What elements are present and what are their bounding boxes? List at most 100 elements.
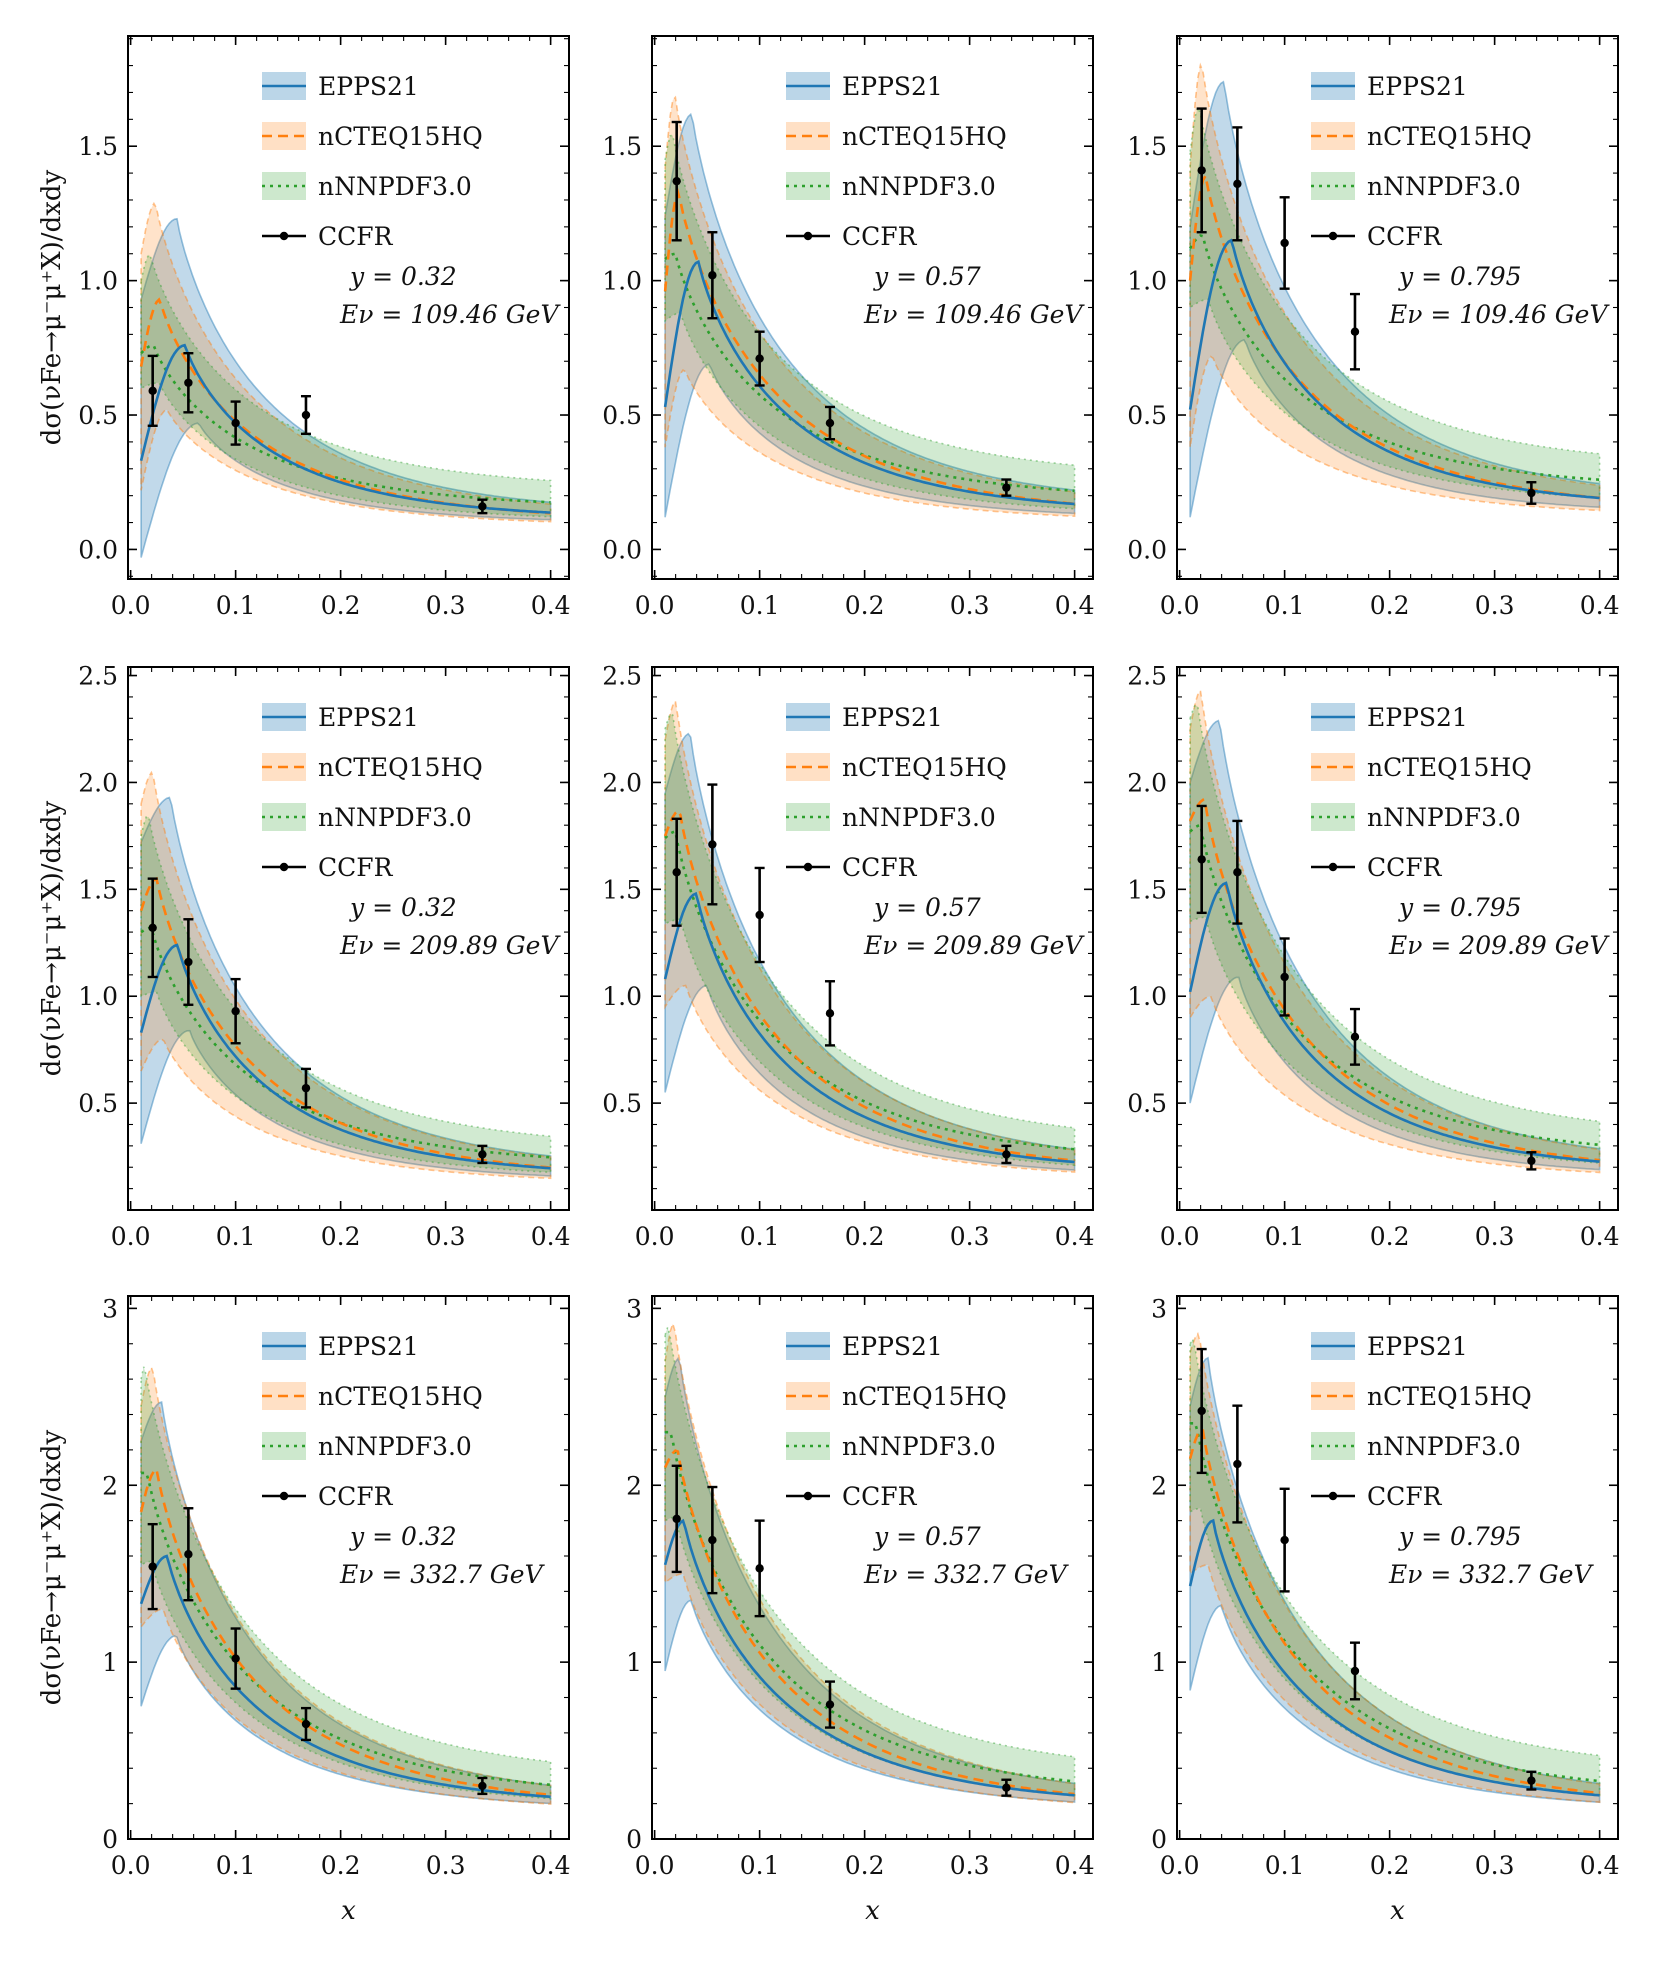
- annotation-energy: Eν = 109.46 GeV: [1388, 300, 1610, 329]
- nnpdf-band: [1189, 703, 1601, 1164]
- ccfr-point: [184, 1550, 193, 1559]
- epps-line: [663, 259, 1075, 506]
- annotation-y: y = 0.795: [1398, 1522, 1522, 1551]
- annotation-energy: Eν = 209.89 GeV: [863, 931, 1085, 960]
- legend-label-ccfr: CCFR: [1367, 222, 1443, 251]
- legend-label-nct: nCTEQ15HQ: [842, 122, 1007, 151]
- x-tick-label: 0.3: [1475, 1851, 1515, 1880]
- legend-marker-ccfr: [279, 862, 289, 872]
- y-tick-label: 2.0: [1127, 768, 1167, 797]
- nct-band: [1189, 62, 1601, 512]
- y-tick-label: 1.5: [78, 132, 118, 161]
- axes-frame: [127, 1295, 570, 1840]
- plot-area: [663, 1321, 1076, 1804]
- legend-label-nnpdf: nNNPDF3.0: [842, 803, 996, 832]
- nct-line: [1188, 1428, 1600, 1795]
- x-tick-label: 0.3: [1475, 591, 1515, 620]
- legend-label-epps: EPPS21: [842, 1332, 943, 1361]
- y-tick-label: 1.5: [1127, 132, 1167, 161]
- x-axis-title: x: [341, 1896, 356, 1926]
- x-tick-label: 0.2: [845, 1851, 885, 1880]
- nnpdf-band: [664, 712, 1076, 1167]
- legend-label-nct: nCTEQ15HQ: [842, 1382, 1007, 1411]
- x-tick-label: 0.3: [950, 1851, 990, 1880]
- ccfr-point: [1197, 855, 1206, 864]
- nct-band: [1189, 688, 1601, 1174]
- nct-band: [140, 770, 552, 1180]
- y-tick-label: 1.5: [602, 132, 642, 161]
- ccfr-point: [184, 378, 193, 387]
- legend-marker-ccfr: [279, 231, 289, 241]
- y-tick-label: 2.0: [602, 768, 642, 797]
- x-tick-label: 0.3: [1475, 1222, 1515, 1251]
- y-tick-label: 1.0: [78, 982, 118, 1011]
- ccfr-point: [1350, 1032, 1360, 1042]
- y-tick-label: 0.0: [602, 535, 642, 564]
- nnpdf-line: [665, 1430, 1075, 1783]
- y-tick-label: 0.5: [1127, 1089, 1167, 1118]
- y-tick-label: 2: [1151, 1471, 1167, 1500]
- ccfr-point: [672, 1514, 681, 1524]
- axes-frame: [1176, 666, 1619, 1211]
- x-tick-label: 0.2: [845, 1222, 885, 1251]
- ccfr-point: [708, 840, 717, 849]
- x-tick-label: 0.4: [1580, 591, 1620, 620]
- legend-label-nnpdf: nNNPDF3.0: [842, 172, 996, 201]
- legend-swatch-nnpdf: [786, 803, 830, 831]
- nnpdf-line: [141, 1471, 551, 1787]
- x-tick-label: 0.0: [1160, 591, 1200, 620]
- y-tick-label: 1.5: [78, 875, 118, 904]
- nnpdf-line: [664, 252, 1075, 493]
- x-tick-label: 0.3: [950, 1222, 990, 1251]
- legend-swatch-nnpdf: [786, 1432, 830, 1460]
- plot-area: [663, 95, 1076, 518]
- legend-marker-ccfr: [803, 862, 813, 872]
- x-tick-label: 0.1: [216, 1222, 256, 1251]
- y-tick-label: 0.5: [1127, 401, 1167, 430]
- annotation-y: y = 0.57: [873, 262, 981, 291]
- y-axis-title: dσ(νFe→μ⁻μ⁺X)/dxdy: [37, 169, 67, 445]
- x-tick-label: 0.3: [426, 1851, 466, 1880]
- epps-band: [664, 1356, 1076, 1803]
- legend-label-epps: EPPS21: [1367, 703, 1468, 732]
- legend-label-nct: nCTEQ15HQ: [318, 122, 483, 151]
- x-tick-label: 0.0: [1160, 1851, 1200, 1880]
- y-tick-label: 1: [626, 1648, 642, 1677]
- plot-area: [139, 1365, 552, 1805]
- x-tick-label: 0.1: [216, 591, 256, 620]
- legend-label-nnpdf: nNNPDF3.0: [318, 803, 472, 832]
- legend: EPPS21 nCTEQ15HQ nNNPDF3.0 CCFR: [262, 72, 483, 251]
- annotation-energy: Eν = 109.46 GeV: [863, 300, 1085, 329]
- annotation-y: y = 0.795: [1398, 262, 1522, 291]
- ccfr-point: [1527, 1776, 1536, 1785]
- x-tick-label: 0.4: [531, 1851, 571, 1880]
- legend-label-nct: nCTEQ15HQ: [1367, 1382, 1532, 1411]
- legend-marker-ccfr: [1328, 1491, 1338, 1501]
- x-tick-label: 0.2: [1370, 1851, 1410, 1880]
- legend-swatch-nnpdf: [1311, 803, 1355, 831]
- legend-swatch-nnpdf: [1311, 172, 1355, 200]
- legend-swatch-nnpdf: [262, 1432, 306, 1460]
- subplot-1: 0.0 0.1 0.2 0.3 0.4 0.0 0.5 1.0 1.5 EPPS21 nCTEQ15…: [602, 35, 1095, 620]
- ccfr-point: [148, 386, 157, 396]
- y-tick-label: 1.0: [602, 267, 642, 296]
- annotation-y: y = 0.32: [349, 1522, 457, 1551]
- x-tick-label: 0.0: [111, 591, 151, 620]
- ccfr-point: [1527, 488, 1536, 498]
- subplot-7: 0.0 0.1 0.2 0.3 0.4 0 1 2 3 EPPS21 nCTEQ15HQ nNNPDF…: [626, 1294, 1094, 1926]
- y-tick-label: 1.0: [78, 267, 118, 296]
- legend-label-nnpdf: nNNPDF3.0: [1367, 1432, 1521, 1461]
- x-tick-label: 0.1: [1265, 591, 1305, 620]
- x-tick-label: 0.4: [1055, 1222, 1095, 1251]
- subplot-5: 0.0 0.1 0.2 0.3 0.4 0.5 1.0 1.5 2.0 2.5 EPPS21 nCTE…: [1127, 662, 1619, 1251]
- annotation-y: y = 0.57: [873, 893, 981, 922]
- x-tick-label: 0.0: [635, 591, 675, 620]
- nnpdf-line: [664, 830, 1075, 1151]
- x-tick-label: 0.3: [426, 1222, 466, 1251]
- legend-swatch-nnpdf: [262, 172, 306, 200]
- legend-label-nnpdf: nNNPDF3.0: [1367, 172, 1521, 201]
- x-tick-label: 0.2: [321, 1851, 361, 1880]
- y-tick-label: 2.5: [78, 662, 118, 691]
- y-tick-label: 0.0: [1127, 535, 1167, 564]
